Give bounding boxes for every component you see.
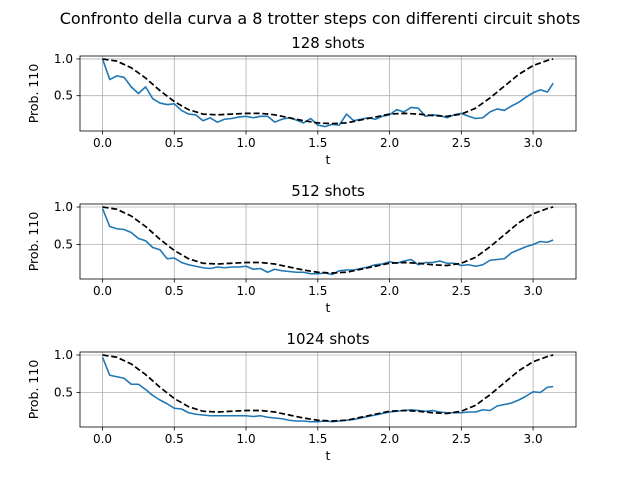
x-tick-label: 3.0 <box>524 284 543 298</box>
x-tick-label: 0.5 <box>165 284 184 298</box>
y-axis-label: Prob. 110 <box>26 64 41 124</box>
y-tick-label: 1.0 <box>54 348 73 362</box>
x-tick-label: 1.5 <box>308 432 327 446</box>
figure-suptitle: Confronto della curva a 8 trotter steps … <box>60 9 581 28</box>
subplot-title: 1024 shots <box>286 330 369 348</box>
axes-frame <box>79 55 577 132</box>
subplot-title: 128 shots <box>291 34 365 52</box>
x-axis-label: t <box>326 300 331 315</box>
x-axis-label: t <box>326 152 331 167</box>
y-tick-label: 1.0 <box>54 200 73 214</box>
axes-frame <box>79 351 577 428</box>
x-tick-label: 0.5 <box>165 432 184 446</box>
y-axis-label: Prob. 110 <box>26 360 41 420</box>
x-tick-label: 2.0 <box>380 432 399 446</box>
series-line-theory <box>102 206 554 274</box>
series-line-measured <box>101 356 554 423</box>
x-tick-label: 3.0 <box>524 136 543 150</box>
x-tick-label: 2.0 <box>380 284 399 298</box>
y-tick-label: 1.0 <box>54 52 73 66</box>
series-line-theory <box>102 58 554 125</box>
x-tick-label: 1.0 <box>237 136 256 150</box>
axes-frame <box>79 203 577 280</box>
x-tick-label: 3.0 <box>524 432 543 446</box>
x-tick-label: 0.0 <box>93 284 112 298</box>
x-tick-label: 0.0 <box>93 432 112 446</box>
x-tick-label: 1.5 <box>308 136 327 150</box>
x-tick-label: 1.0 <box>237 284 256 298</box>
y-axis-label: Prob. 110 <box>26 212 41 272</box>
y-tick-label: 0.5 <box>54 89 73 103</box>
x-tick-label: 2.5 <box>452 136 471 150</box>
subplot-1: 0.0 0.5 1.0 1.5 2.0 2.5 3.0 0.5 1.0 128 shots t Pro… <box>26 34 577 167</box>
x-tick-label: 1.0 <box>237 432 256 446</box>
x-tick-label: 0.5 <box>165 136 184 150</box>
x-tick-label: 0.0 <box>93 136 112 150</box>
y-tick-label: 0.5 <box>54 238 73 252</box>
series-line-theory <box>102 354 554 422</box>
x-tick-label: 2.0 <box>380 136 399 150</box>
series-line-measured <box>101 208 554 276</box>
y-tick-label: 0.5 <box>54 386 73 400</box>
subplot-3: 0.0 0.5 1.0 1.5 2.0 2.5 3.0 0.5 1.0 1024 shots t Pr… <box>26 330 577 463</box>
series-line-measured <box>101 58 554 128</box>
x-tick-label: 1.5 <box>308 284 327 298</box>
x-tick-label: 2.5 <box>452 284 471 298</box>
subplot-title: 512 shots <box>291 182 365 200</box>
x-tick-label: 2.5 <box>452 432 471 446</box>
subplot-2: 0.0 0.5 1.0 1.5 2.0 2.5 3.0 0.5 1.0 512 shots t Pro… <box>26 182 577 315</box>
x-axis-label: t <box>326 448 331 463</box>
